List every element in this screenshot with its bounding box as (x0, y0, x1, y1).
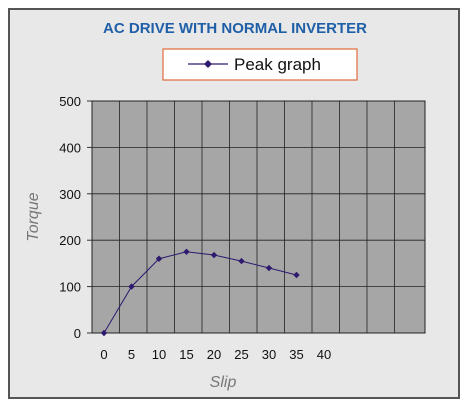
data-point (293, 271, 300, 279)
y-tick-label: 200 (59, 233, 81, 248)
plot-area (91, 100, 426, 334)
x-tick-label: 30 (262, 347, 276, 362)
x-tick-label: 0 (100, 347, 107, 362)
data-point (238, 257, 245, 265)
x-tick-label: 25 (234, 347, 248, 362)
y-tick-label: 0 (74, 326, 81, 341)
x-tick-label: 40 (317, 347, 331, 362)
series-line (103, 251, 297, 334)
y-tick-label: 500 (59, 94, 81, 109)
x-tick-label: 10 (152, 347, 166, 362)
x-axis-ticks: 0 5 10 15 20 25 30 35 40 (100, 347, 331, 362)
legend-label: Peak graph (234, 55, 321, 74)
data-point (183, 248, 190, 255)
y-tick-label: 300 (59, 187, 81, 202)
x-tick-label: 35 (289, 347, 303, 362)
x-axis-label: Slip (210, 374, 237, 391)
y-tick-label: 100 (59, 280, 81, 295)
x-tick-label: 15 (179, 347, 193, 362)
data-point (128, 283, 135, 290)
chart-title: AC DRIVE WITH NORMAL INVERTER (103, 20, 367, 37)
legend: Peak graph (162, 48, 358, 81)
x-tick-label: 20 (207, 347, 221, 362)
grid-lines (92, 100, 425, 333)
data-point (265, 264, 273, 272)
y-axis-ticks: 0 100 200 300 400 500 (59, 94, 92, 341)
data-point (155, 255, 163, 262)
y-axis-label: Torque (25, 192, 42, 241)
y-tick-label: 400 (59, 140, 81, 155)
x-tick-label: 5 (128, 347, 135, 362)
data-point (100, 329, 108, 337)
legend-diamond-icon (204, 60, 212, 68)
data-point (210, 251, 218, 259)
series-peak-graph (100, 248, 300, 337)
